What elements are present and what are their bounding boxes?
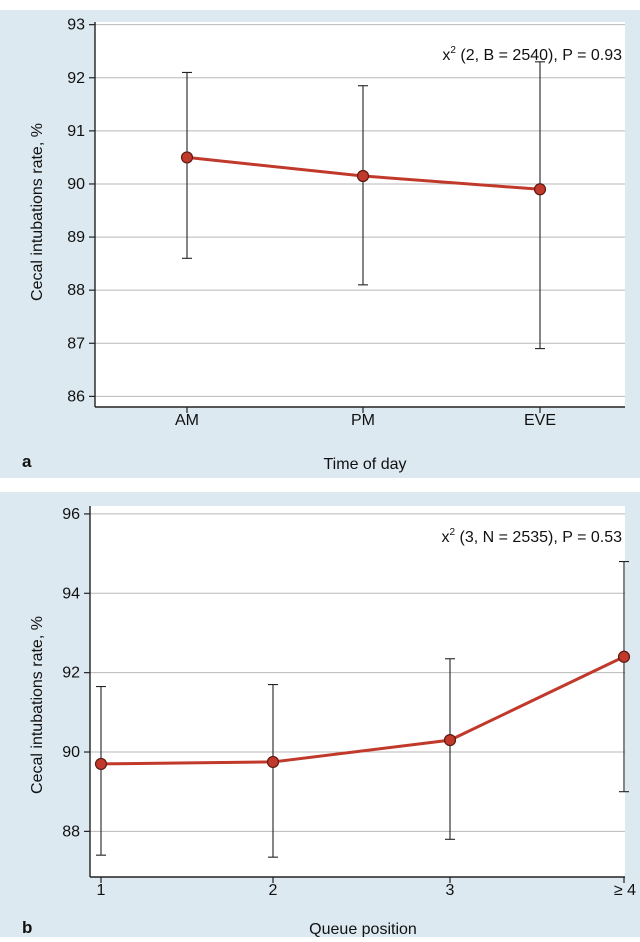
chi-square-annotation-b: x2 (3, N = 2535), P = 0.53 — [442, 527, 623, 546]
y-tick-label: 92 — [62, 665, 80, 682]
x-tick-label: 3 — [446, 882, 455, 899]
x-tick-labels-a: AM PM EVE — [175, 412, 556, 429]
chi-square-annotation-a: x2 (2, B = 2540), P = 0.93 — [442, 45, 622, 64]
annotation-b-superscript: 2 — [450, 527, 456, 538]
y-axis-label-a: Cecal intubations rate, % — [29, 123, 46, 301]
data-point — [617, 650, 631, 663]
series-line-b — [100, 655, 625, 766]
y-tick-label: 87 — [67, 335, 85, 352]
y-tick-label: 88 — [62, 823, 80, 840]
x-tick-label: EVE — [524, 412, 556, 429]
annotation-a-symbol: x — [442, 47, 450, 64]
y-tick-labels-b: 88 90 92 94 96 — [62, 506, 80, 840]
axes-b — [84, 506, 625, 883]
y-tick-label: 86 — [67, 388, 85, 405]
x-tick-label: 1 — [97, 882, 106, 899]
annotation-a-text: (2, B = 2540), P = 0.93 — [456, 47, 622, 64]
y-tick-labels-a: 86 87 88 89 90 91 92 93 — [67, 17, 85, 406]
data-point — [180, 151, 194, 164]
annotation-b-symbol: x — [442, 529, 450, 546]
x-axis-label-b: Queue position — [309, 921, 417, 937]
x-tick-label: 2 — [269, 882, 278, 899]
annotation-a-superscript: 2 — [450, 45, 456, 56]
y-tick-label: 96 — [62, 506, 80, 523]
y-tick-label: 89 — [67, 229, 85, 246]
x-tick-label: AM — [175, 412, 199, 429]
data-point — [356, 169, 370, 183]
y-axis-label-b: Cecal intubations rate, % — [29, 616, 46, 794]
panel-a: 86 87 88 89 90 91 92 93 AM PM EVE x2 (2, B = 2540… — [0, 10, 640, 478]
y-tick-label: 90 — [62, 744, 80, 761]
y-tick-label: 91 — [67, 123, 85, 140]
x-tick-label: ≥ 4 — [614, 882, 636, 899]
series-line — [100, 655, 625, 766]
panel-label-b: b — [22, 918, 32, 937]
y-tick-label: 92 — [67, 70, 85, 87]
plot-area-b — [90, 506, 625, 877]
x-tick-labels-b: 1 2 3 ≥ 4 — [97, 882, 637, 899]
error-bars-a — [182, 61, 545, 350]
data-point — [533, 183, 547, 196]
annotation-b-text: (3, N = 2535), P = 0.53 — [455, 529, 622, 546]
y-tick-label: 94 — [62, 585, 80, 602]
y-tick-label: 93 — [67, 17, 85, 34]
plot-area-a — [95, 22, 625, 407]
data-point — [94, 757, 108, 771]
error-bars-b — [96, 561, 629, 858]
x-tick-label: PM — [351, 412, 375, 429]
x-axis-label-a: Time of day — [324, 456, 407, 473]
data-points-a — [180, 151, 547, 196]
data-point — [266, 755, 280, 769]
gridlines-a — [95, 24, 625, 397]
y-tick-label: 88 — [67, 282, 85, 299]
data-point — [443, 734, 457, 747]
panel-label-a: a — [22, 452, 32, 471]
data-points-b — [94, 650, 631, 771]
axes-a — [89, 22, 625, 413]
y-tick-label: 90 — [67, 176, 85, 193]
